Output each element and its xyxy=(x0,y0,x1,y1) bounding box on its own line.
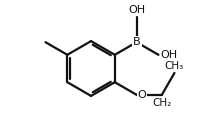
Text: B: B xyxy=(133,37,140,47)
Text: CH₃: CH₃ xyxy=(165,61,184,71)
Text: OH: OH xyxy=(161,50,178,60)
Text: CH₂: CH₂ xyxy=(152,98,171,108)
Text: OH: OH xyxy=(128,5,145,15)
Text: O: O xyxy=(137,90,146,100)
